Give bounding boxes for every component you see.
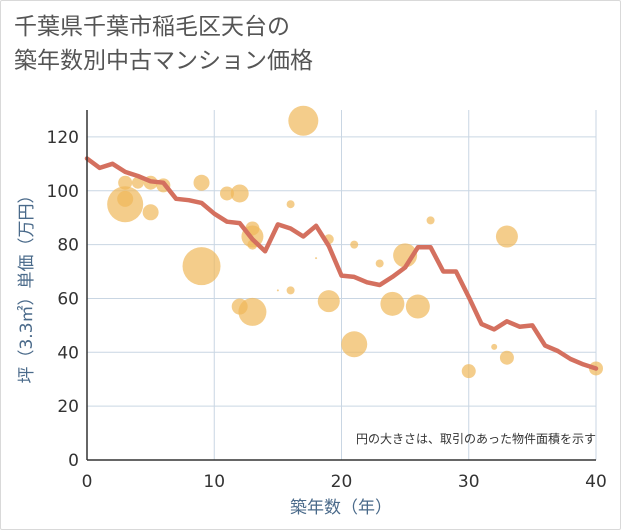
bubble-point xyxy=(286,200,295,209)
bubble-point xyxy=(495,225,518,248)
y-tick-label: 0 xyxy=(68,451,79,471)
chart-title: 千葉県千葉市稲毛区天台の 築年数別中古マンション価格 xyxy=(14,10,313,78)
x-tick-label: 20 xyxy=(331,472,353,492)
y-axis-label: 坪（3.3㎡）単価（万円） xyxy=(17,186,37,383)
average-price-line xyxy=(84,156,599,371)
bubbles xyxy=(107,105,603,379)
bubble-point xyxy=(375,259,384,268)
x-tick-label: 30 xyxy=(458,472,480,492)
axes xyxy=(86,110,596,461)
tick-labels: 0 10 20 30 40 0 20 40 60 80 100 120 xyxy=(47,128,607,492)
x-tick-label: 0 xyxy=(82,472,93,492)
x-tick-label: 10 xyxy=(203,472,225,492)
bubble-point xyxy=(238,297,267,326)
y-tick-label: 60 xyxy=(57,289,79,309)
bubble-point xyxy=(182,247,221,286)
bubble-point xyxy=(499,350,514,365)
y-tick-label: 80 xyxy=(57,236,79,256)
x-tick-label: 40 xyxy=(585,472,607,492)
bubble-size-note: 円の大きさは、取引のあった物件面積を示す xyxy=(356,431,596,446)
bubble-point xyxy=(350,240,359,249)
chart-title-line-1: 千葉県千葉市稲毛区天台の xyxy=(14,14,290,40)
bubble-point xyxy=(405,294,430,319)
bubble-point xyxy=(461,364,476,379)
bubble-point xyxy=(219,186,234,201)
bubble-point xyxy=(118,175,133,190)
average-price-polyline xyxy=(84,156,599,371)
chart-title-line-2: 築年数別中古マンション価格 xyxy=(14,48,313,74)
bubble-point xyxy=(380,291,405,316)
y-tick-label: 120 xyxy=(47,128,79,148)
bubble-point xyxy=(317,290,340,313)
bubble-point xyxy=(131,176,144,189)
x-axis-label: 築年数（年） xyxy=(290,498,392,518)
bubble-point xyxy=(286,286,295,295)
bubble-point xyxy=(276,289,279,292)
y-tick-label: 40 xyxy=(57,343,79,363)
bubble-point xyxy=(142,204,159,221)
gridlines xyxy=(87,110,597,460)
bubble-point xyxy=(315,257,318,260)
y-tick-label: 20 xyxy=(57,397,79,417)
bubble-point xyxy=(193,174,210,191)
bubble-point xyxy=(117,190,134,207)
bubble-point xyxy=(491,343,498,350)
bubble-point xyxy=(230,184,249,203)
y-tick-label: 100 xyxy=(47,182,79,202)
bubble-point xyxy=(288,105,319,136)
bubble-point xyxy=(426,216,435,225)
bubble-point xyxy=(341,331,368,358)
